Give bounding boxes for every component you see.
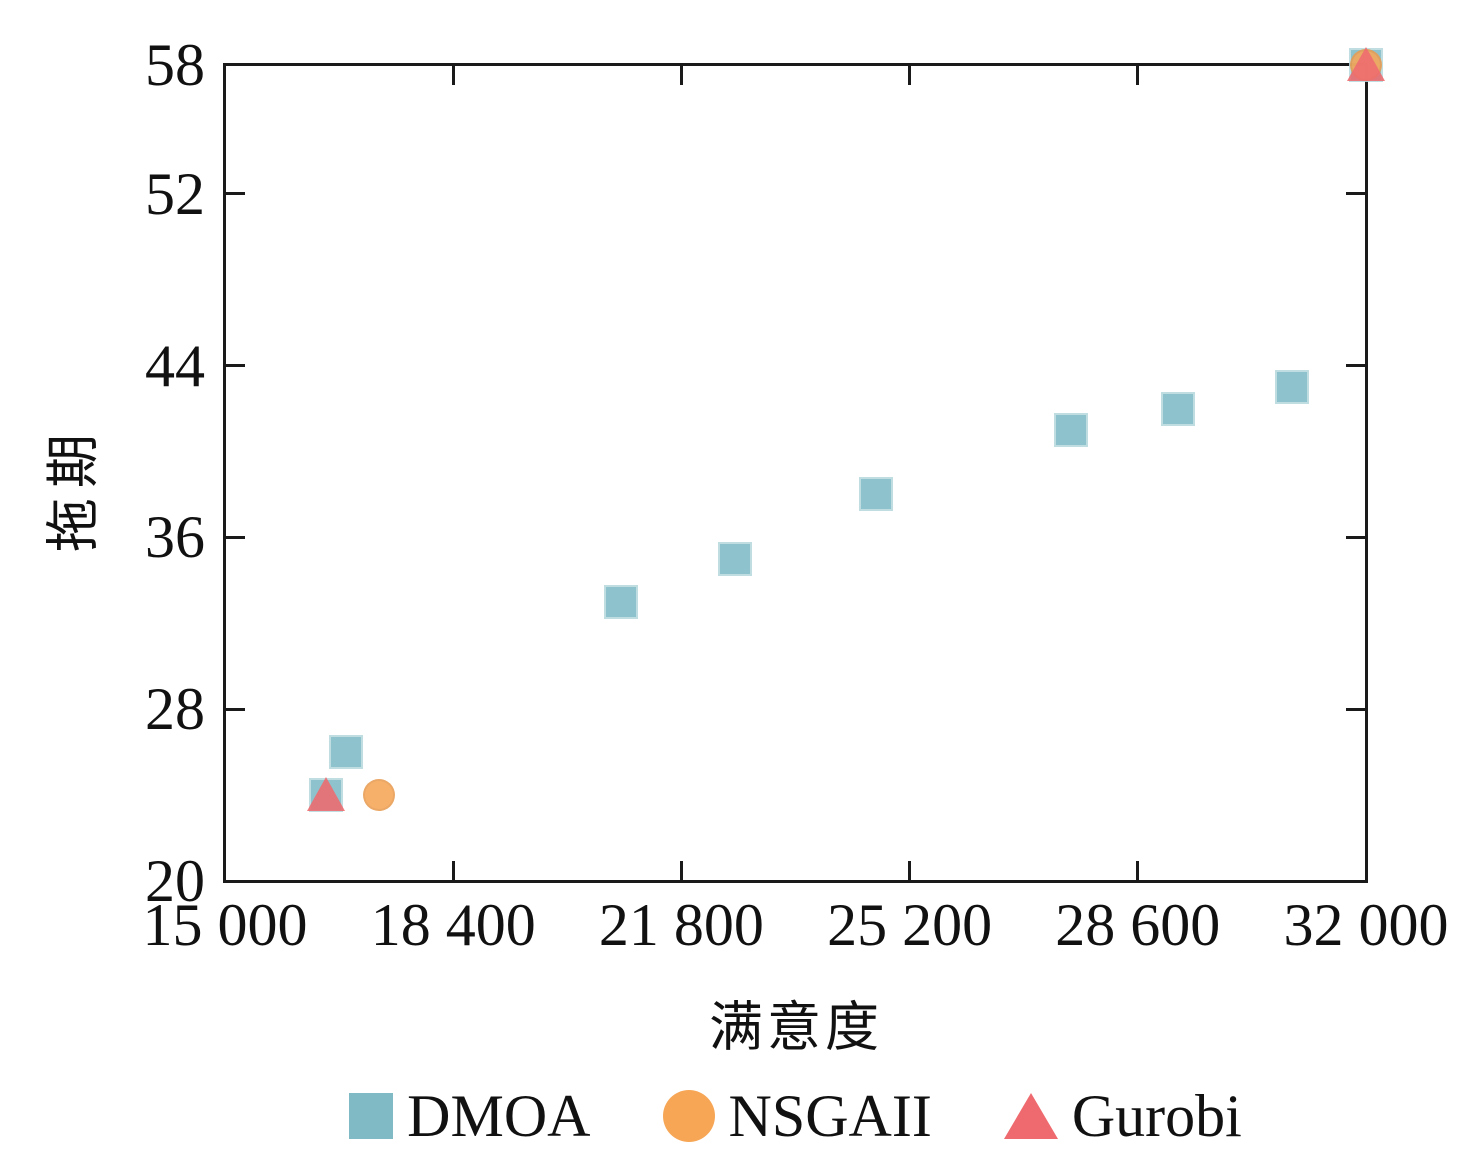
y-tick-label: 20 xyxy=(145,848,205,914)
x-tick-mark-top xyxy=(679,65,683,85)
point-dmoa xyxy=(1053,413,1088,448)
y-tick-mark xyxy=(225,192,245,196)
square-marker-icon xyxy=(349,1093,394,1139)
y-tick-mark-right xyxy=(1346,535,1366,539)
point-dmoa xyxy=(603,584,638,619)
y-tick-label: 28 xyxy=(145,676,205,743)
y-tick-label: 36 xyxy=(145,504,205,571)
x-axis-title: 满意度 xyxy=(709,997,883,1058)
x-tick-label: 18 400 xyxy=(370,892,536,958)
triangle-marker-icon xyxy=(1003,1093,1058,1139)
x-tick-mark xyxy=(908,861,912,881)
y-tick-label: 44 xyxy=(145,332,205,399)
x-tick-label: 21 800 xyxy=(598,892,764,958)
plot-area xyxy=(223,63,1368,883)
y-tick-mark xyxy=(225,707,245,711)
legend: DMOA NSGAII Gurobi xyxy=(225,1086,1366,1146)
x-tick-mark-top xyxy=(908,65,912,85)
circle-marker-icon xyxy=(662,1090,715,1142)
y-tick-mark-right xyxy=(1346,192,1366,196)
x-tick-mark xyxy=(1136,861,1140,881)
y-tick-mark-right xyxy=(1346,707,1366,711)
x-tick-mark xyxy=(451,861,455,881)
x-tick-mark-top xyxy=(1136,65,1140,85)
point-nsgaii xyxy=(363,779,396,812)
y-tick-label: 58 xyxy=(145,32,205,98)
y-tick-label: 52 xyxy=(145,160,205,227)
legend-item-nsgaii: NSGAII xyxy=(662,1083,932,1149)
x-tick-label: 32 000 xyxy=(1283,892,1449,958)
legend-label-dmoa: DMOA xyxy=(407,1083,591,1149)
x-tick-mark xyxy=(679,861,683,881)
y-tick-mark-right xyxy=(1346,364,1366,368)
point-dmoa xyxy=(328,735,363,770)
point-dmoa xyxy=(1275,370,1310,405)
y-tick-mark xyxy=(225,364,245,368)
x-tick-label: 28 600 xyxy=(1055,892,1221,958)
legend-item-dmoa: DMOA xyxy=(349,1083,591,1149)
point-gurobi xyxy=(1347,47,1385,81)
x-tick-label: 25 200 xyxy=(827,892,993,958)
x-tick-label: 15 000 xyxy=(142,892,308,958)
point-dmoa xyxy=(859,477,894,512)
point-dmoa xyxy=(1161,391,1196,426)
legend-label-nsgaii: NSGAII xyxy=(728,1083,932,1149)
x-tick-mark-top xyxy=(451,65,455,85)
legend-label-gurobi: Gurobi xyxy=(1071,1083,1242,1149)
point-dmoa xyxy=(718,541,753,576)
legend-item-gurobi: Gurobi xyxy=(1003,1083,1242,1149)
point-gurobi xyxy=(306,777,345,812)
y-tick-mark xyxy=(225,535,245,539)
